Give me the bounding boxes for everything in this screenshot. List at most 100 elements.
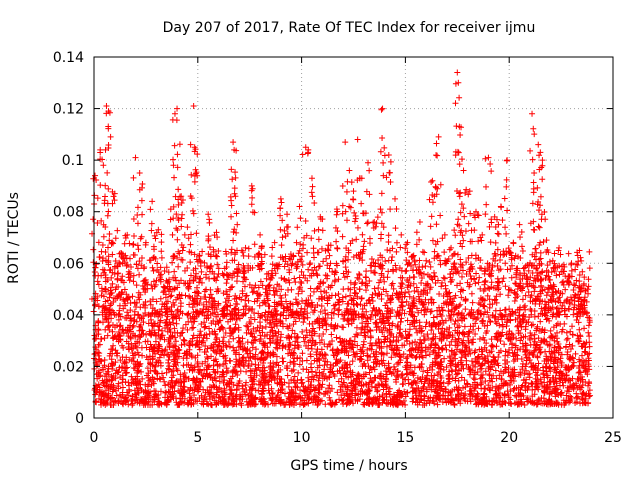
data-point xyxy=(181,370,188,377)
data-point xyxy=(397,318,404,325)
data-point xyxy=(311,357,318,364)
data-point xyxy=(478,379,485,386)
data-point xyxy=(297,355,304,362)
data-point xyxy=(368,399,375,406)
data-point xyxy=(482,355,489,362)
data-point xyxy=(573,382,580,389)
data-point xyxy=(139,352,146,359)
data-point xyxy=(152,390,159,397)
data-point xyxy=(103,397,110,404)
data-point xyxy=(177,376,184,383)
data-point xyxy=(215,395,222,402)
data-point xyxy=(323,326,330,333)
data-point xyxy=(458,390,465,397)
data-point xyxy=(383,400,390,407)
data-point xyxy=(453,395,460,402)
data-point xyxy=(321,307,328,314)
data-point xyxy=(519,316,526,323)
data-point xyxy=(93,331,100,338)
data-point xyxy=(97,182,104,189)
data-point xyxy=(361,399,368,406)
data-point xyxy=(580,389,587,396)
data-point xyxy=(187,394,194,401)
data-point xyxy=(90,216,97,223)
data-point xyxy=(330,325,337,332)
data-point xyxy=(279,345,286,352)
data-point xyxy=(497,256,504,263)
data-point xyxy=(291,345,298,352)
data-point xyxy=(307,388,314,395)
data-point xyxy=(335,307,342,314)
data-point xyxy=(329,337,336,344)
data-point xyxy=(119,363,126,370)
data-point xyxy=(555,340,562,347)
data-point xyxy=(564,348,571,355)
data-point xyxy=(110,193,117,200)
data-point xyxy=(437,320,444,327)
data-point xyxy=(478,318,485,325)
data-point xyxy=(139,327,146,334)
data-point xyxy=(462,397,469,404)
data-point xyxy=(387,368,394,375)
data-point xyxy=(233,368,240,375)
data-point xyxy=(180,389,187,396)
data-point xyxy=(320,391,327,398)
data-point xyxy=(446,324,453,331)
data-point xyxy=(239,385,246,392)
data-point xyxy=(157,388,164,395)
data-point xyxy=(243,387,250,394)
data-point xyxy=(557,345,564,352)
data-point xyxy=(499,321,506,328)
data-point xyxy=(171,382,178,389)
data-point xyxy=(432,350,439,357)
data-point xyxy=(98,396,105,403)
data-point xyxy=(548,348,555,355)
data-point xyxy=(380,351,387,358)
data-point xyxy=(383,343,390,350)
data-point xyxy=(546,342,553,349)
data-point xyxy=(470,323,477,330)
data-point xyxy=(134,220,141,227)
data-point xyxy=(142,387,149,394)
data-point xyxy=(125,340,132,347)
data-point xyxy=(383,384,390,391)
data-point xyxy=(136,339,143,346)
data-point xyxy=(137,360,144,367)
data-point xyxy=(415,385,422,392)
data-point xyxy=(389,320,396,327)
data-point xyxy=(542,398,549,405)
data-point xyxy=(98,358,105,365)
data-point xyxy=(188,171,195,178)
data-point xyxy=(557,355,564,362)
data-point xyxy=(360,314,367,321)
data-point xyxy=(189,325,196,332)
data-point xyxy=(277,319,284,326)
data-point xyxy=(546,390,553,397)
data-point xyxy=(181,341,188,348)
data-point xyxy=(236,396,243,403)
data-point xyxy=(189,207,196,214)
data-point xyxy=(449,334,456,341)
data-point xyxy=(148,282,155,289)
data-point xyxy=(121,286,128,293)
data-point xyxy=(406,340,413,347)
data-point xyxy=(284,372,291,379)
data-point xyxy=(130,241,137,248)
data-point xyxy=(341,365,348,372)
data-point xyxy=(442,388,449,395)
data-point xyxy=(335,378,342,385)
data-point xyxy=(247,350,254,357)
data-point xyxy=(190,375,197,382)
data-point xyxy=(252,387,259,394)
data-point xyxy=(228,202,235,209)
data-point xyxy=(230,237,237,244)
data-point xyxy=(494,399,501,406)
data-point xyxy=(413,341,420,348)
data-point xyxy=(305,400,312,407)
data-point xyxy=(337,386,344,393)
data-point xyxy=(455,377,462,384)
data-point xyxy=(171,360,178,367)
data-point xyxy=(169,393,176,400)
data-point xyxy=(345,352,352,359)
data-point xyxy=(376,326,383,333)
